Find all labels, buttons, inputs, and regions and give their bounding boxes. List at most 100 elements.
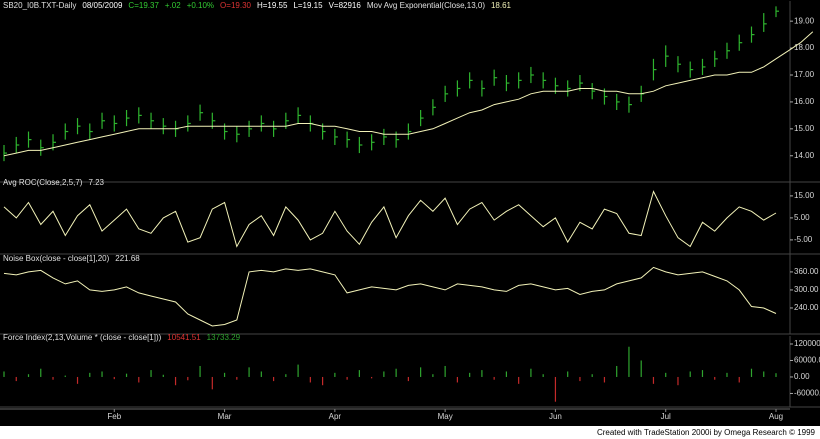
force-bar (616, 365, 618, 377)
last-value: 221.68 (115, 254, 140, 263)
force-bar (138, 376, 140, 383)
force-bar (371, 376, 373, 379)
header-info: +.02 (165, 1, 181, 10)
line (3, 190, 777, 248)
x-tick-label: Feb (107, 412, 121, 421)
force-bar (272, 376, 275, 382)
line (3, 266, 777, 327)
force-bar (775, 373, 777, 377)
force-bar (236, 376, 238, 380)
header-info: C=19.37 (128, 1, 159, 10)
force-bar (518, 376, 520, 384)
x-tick-label: May (438, 412, 453, 421)
force-bar (505, 371, 508, 377)
force-bar (677, 376, 679, 386)
force-bar (420, 367, 422, 377)
force-bar (481, 370, 483, 377)
force-bar (125, 373, 128, 377)
y-tick-label: -60000.00 (794, 389, 820, 398)
force-bar (187, 376, 189, 381)
force-bar (260, 371, 262, 377)
force-bar (444, 365, 446, 377)
force-bar (162, 374, 164, 377)
force-bar (346, 376, 348, 380)
y-tick-label: 18.00 (794, 43, 815, 52)
force-bar (309, 376, 311, 383)
footer: Created with TradeStation 2000i by Omega… (597, 428, 816, 437)
readout: 10541.51 (167, 333, 201, 342)
force-bar (174, 376, 177, 386)
force-bar (652, 376, 655, 384)
force-bar (493, 376, 495, 380)
x-tick-label: Jun (549, 412, 562, 421)
y-tick-label: 360.00 (794, 267, 819, 276)
y-tick-label: 14.00 (794, 151, 815, 160)
force-bar (64, 375, 66, 377)
y-tick-label: 240.00 (794, 303, 819, 312)
panel-title: Noise Box(close - close[1],20) (3, 254, 110, 263)
force-bar (15, 376, 17, 382)
force-bar (383, 371, 385, 377)
force-bar (223, 372, 226, 377)
y-tick-label: 0.00 (794, 372, 810, 381)
x-tick-label: Jul (661, 412, 671, 421)
force-bar (89, 372, 91, 377)
force-bar (101, 371, 103, 377)
force-bar (150, 370, 152, 377)
y-tick-label: 60000.00 (794, 356, 820, 365)
force-bar (334, 372, 336, 377)
panel-title: SB20_I0B.TXT-Daily (3, 1, 76, 10)
y-tick-label: 15.00 (794, 191, 815, 200)
series-name: Mov Avg Exponential(Close,13,0) (367, 1, 485, 10)
x-tick-label: Aug (769, 412, 783, 421)
force-bar (579, 376, 581, 382)
force-bar (3, 371, 5, 377)
panel-title: Avg ROC(Close,2,5,7) (3, 178, 83, 187)
header-info: H=19.55 (257, 1, 288, 10)
x-tick-label: Apr (329, 412, 342, 421)
x-tick-label: Mar (218, 412, 232, 421)
force-bar (738, 376, 740, 383)
header-info: V=82916 (329, 1, 362, 10)
force-bar (248, 367, 250, 377)
y-tick-label: 19.00 (794, 16, 815, 25)
force-bar (27, 374, 30, 377)
force-bar (322, 376, 324, 386)
series-last-value: 18.61 (491, 1, 512, 10)
force-bar (52, 376, 54, 380)
force-bar (665, 372, 667, 377)
force-bar (701, 370, 704, 377)
y-tick-label: 16.00 (794, 97, 815, 106)
last-value: 13733.29 (207, 333, 241, 342)
force-bar (689, 371, 691, 377)
last-value: 7.23 (88, 178, 104, 187)
force-bar (407, 376, 409, 382)
header-info: O=19.30 (220, 1, 251, 10)
force-bar (456, 376, 458, 383)
force-bar (297, 364, 299, 377)
force-bar (726, 372, 728, 377)
force-bar (76, 376, 79, 384)
panel-title: Force Index(2,13,Volume * (close - close… (3, 333, 162, 342)
header-info: +0.10% (187, 1, 214, 10)
force-bar (432, 374, 434, 377)
force-bar (628, 346, 630, 377)
force-bar (285, 374, 287, 377)
force-bar (554, 376, 557, 402)
y-tick-label: 5.00 (794, 213, 810, 222)
force-bar (40, 368, 42, 377)
footer-bar (0, 426, 820, 439)
force-bar (199, 365, 201, 377)
header-info: L=19.15 (293, 1, 323, 10)
force-bar (591, 374, 593, 377)
force-bar (113, 376, 115, 380)
force-bar (567, 371, 569, 377)
y-tick-label: 300.00 (794, 285, 819, 294)
force-bar (358, 370, 360, 377)
force-bar (603, 376, 606, 383)
force-bar (469, 372, 471, 377)
y-tick-label: -5.00 (794, 235, 813, 244)
